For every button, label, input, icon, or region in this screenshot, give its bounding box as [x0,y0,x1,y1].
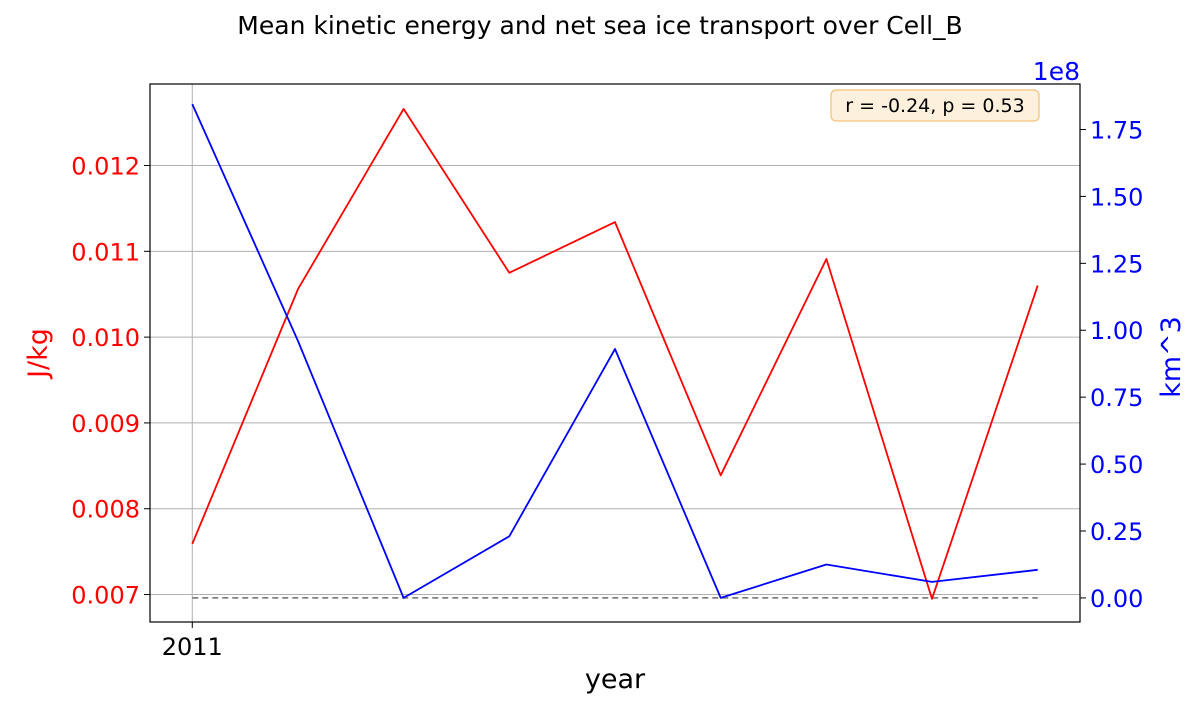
left-tick-label: 0.012 [71,153,140,181]
left-tick-label: 0.011 [71,238,140,266]
right-tick-label: 0.25 [1090,518,1143,546]
right-axis-offset-label: 1e8 [1033,57,1080,86]
x-axis-label: year [585,664,646,695]
grid-layer [150,84,1080,622]
right-tick-label: 0.75 [1090,384,1143,412]
tick-layer: 0.007 0.008 0.009 0.010 0.011 0.012 0.00 0.25 0.… [71,117,1143,661]
left-tick-label: 0.009 [71,410,140,438]
x-tick-label: 2011 [162,633,223,661]
right-tick-label: 1.00 [1090,317,1143,345]
frame-layer [149,83,1081,623]
left-tick-label: 0.008 [71,496,140,524]
right-tick-label: 0.50 [1090,451,1143,479]
left-tick-label: 0.007 [71,582,140,610]
right-tick-label: 0.00 [1090,585,1143,613]
right-tick-label: 1.25 [1090,250,1143,278]
stats-annotation: r = -0.24, p = 0.53 [830,89,1040,122]
right-axis-label: km^3 [1156,316,1187,398]
stats-annotation-box [830,89,1040,122]
right-tick-label: 1.50 [1090,183,1143,211]
ice-transport-line [191,103,1038,599]
kinetic-energy-line [191,108,1039,600]
plot-frame [149,83,1081,623]
right-tick-label: 1.75 [1090,117,1143,145]
left-axis-label: J/kg [23,328,54,380]
left-tick-label: 0.010 [71,324,140,352]
chart-title: Mean kinetic energy and net sea ice tran… [237,11,962,40]
series-layer [191,103,1039,600]
stats-annotation-text: r = -0.24, p = 0.53 [845,95,1024,117]
